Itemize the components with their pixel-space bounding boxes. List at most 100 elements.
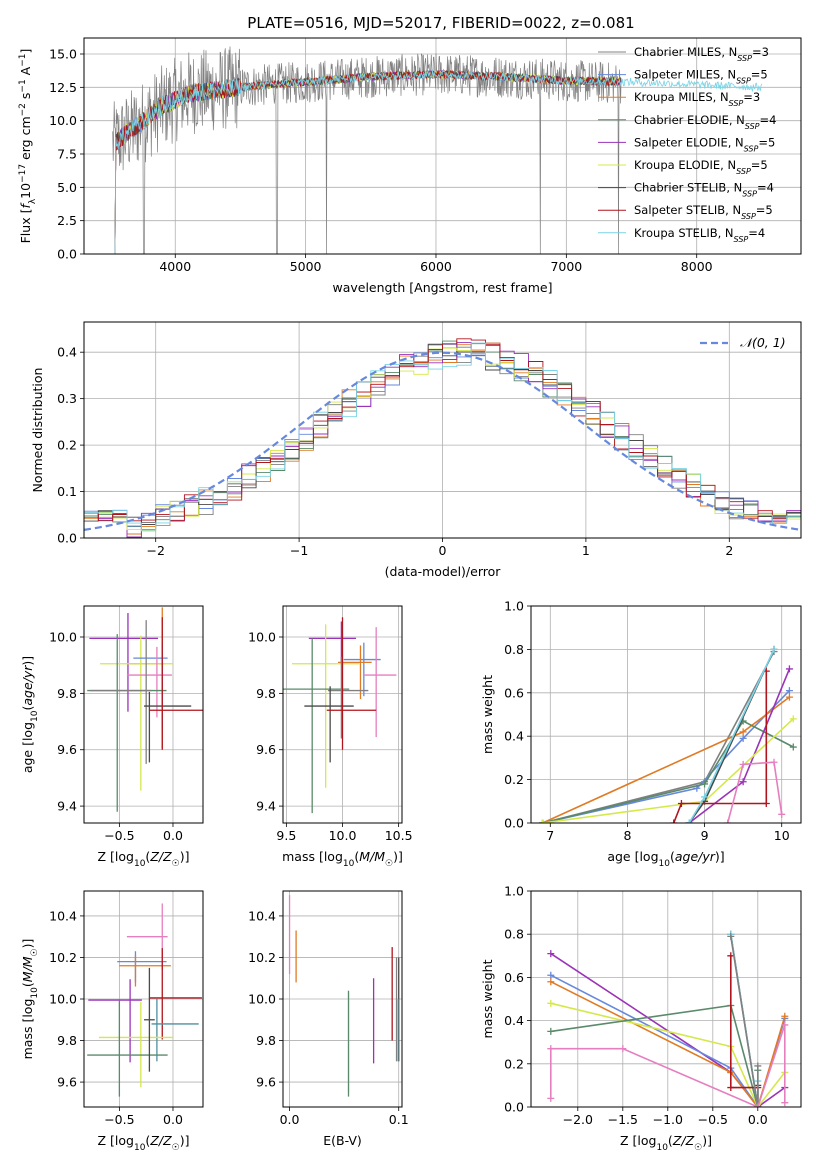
y-tick-label: 0.4 xyxy=(504,1013,524,1028)
axis-label-part: −2 xyxy=(18,103,28,116)
x-tick-label: 0 xyxy=(439,543,447,558)
x-tick-label: 0.1 xyxy=(389,1112,409,1127)
axis-label-part: 10 xyxy=(659,859,671,869)
axis-label-part: E(B-V) xyxy=(323,1133,362,1148)
axis-label-part: Z [log xyxy=(98,849,134,864)
axis-label-part: wavelength [Angstrom, rest frame] xyxy=(332,280,552,295)
y-tick-label: 0.1 xyxy=(57,484,77,499)
legend-label-sub: SSP xyxy=(745,121,760,130)
x-tick-label: 8000 xyxy=(681,259,713,274)
legend-label-name: Kroupa STELIB, N xyxy=(634,226,734,240)
axis-label-part: 10 xyxy=(18,183,33,199)
axis-label-part: Z/Z xyxy=(672,1133,695,1148)
axis-label-part: )] xyxy=(180,1133,190,1148)
x-tick-label: 0.0 xyxy=(280,1112,300,1127)
y-tick-label: 9.4 xyxy=(57,799,77,814)
legend-label-sub: SSP xyxy=(742,189,757,198)
x-tick-label: 9 xyxy=(701,828,709,843)
axis-label-part: ☉ xyxy=(172,859,180,869)
legend-label-sub: SSP xyxy=(729,99,744,108)
axis-label-part: 10 xyxy=(30,710,40,722)
y-tick-label: 10.0 xyxy=(49,992,77,1007)
y-tick-label: 5.0 xyxy=(57,180,77,195)
axis-label-part: ] xyxy=(18,49,33,54)
axis-label-part: )] xyxy=(702,1133,712,1148)
legend-label-value: =4 xyxy=(760,113,777,127)
y-tick-label: 10.4 xyxy=(248,908,276,923)
axis-label-part: Z [log xyxy=(620,1133,656,1148)
y-tick-label: 0.2 xyxy=(504,1056,524,1071)
y-tick-label: 0.6 xyxy=(504,685,524,700)
x-tick-label: −0.5 xyxy=(104,1112,134,1127)
y-tick-label: 0.2 xyxy=(504,772,524,787)
legend-label-name: Chabrier STELIB, N xyxy=(634,181,742,195)
axis-label-part: Normed distribution xyxy=(30,368,45,493)
legend-label-name: Salpeter STELIB, N xyxy=(634,203,741,217)
axis-label-part: age [log xyxy=(607,849,658,864)
axis-label-part: −1 xyxy=(18,53,28,66)
y-tick-label: 9.6 xyxy=(57,1075,77,1090)
axis-label-part: erg cm xyxy=(18,116,33,164)
axis-label-part: M/M xyxy=(20,956,35,982)
y-tick-label: 9.6 xyxy=(256,1075,276,1090)
y-tick-label: 0.2 xyxy=(57,438,77,453)
axis-label-part: 10 xyxy=(134,1143,146,1153)
x-tick-label: 10.5 xyxy=(385,828,413,843)
y-tick-label: 10.0 xyxy=(248,992,276,1007)
y-tick-label: 9.8 xyxy=(57,686,77,701)
x-tick-label: −0.5 xyxy=(698,1112,728,1127)
axis-label-part: A xyxy=(18,66,33,79)
axis-label-part: )] xyxy=(180,849,190,864)
axis-label-part: age/yr xyxy=(675,849,716,864)
y-tick-label: 0.0 xyxy=(57,531,77,546)
axis-label-part: −17 xyxy=(18,164,28,183)
legend-label: 𝒩(0, 1) xyxy=(740,335,786,350)
axis-label-part: )] xyxy=(20,939,35,949)
axis-label: (data-model)/error xyxy=(385,564,502,579)
y-tick-label: 1.0 xyxy=(504,599,524,614)
y-tick-label: 2.5 xyxy=(57,213,77,228)
y-tick-label: 0.0 xyxy=(504,816,524,831)
x-tick-label: −1.0 xyxy=(653,1112,683,1127)
axis-label-part: )] xyxy=(393,849,403,864)
y-tick-label: 0.0 xyxy=(57,247,77,262)
x-tick-label: 7 xyxy=(546,828,554,843)
legend-label-name: Salpeter MILES, N xyxy=(634,68,736,82)
legend-label-sub: SSP xyxy=(734,234,749,243)
y-tick-label: 10.0 xyxy=(49,113,77,128)
axis-label: mass weight xyxy=(480,959,495,1038)
x-tick-label: −0.5 xyxy=(104,828,134,843)
axis-label-part: 10 xyxy=(656,1143,668,1153)
axis-label-part: 10 xyxy=(134,859,146,869)
legend-label-value: =5 xyxy=(756,203,773,217)
x-tick-label: 4000 xyxy=(159,259,191,274)
y-tick-label: 7.5 xyxy=(57,147,77,162)
figure-title: PLATE=0516, MJD=52017, FIBERID=0022, z=0… xyxy=(247,14,634,32)
axis-label-part: mass weight xyxy=(480,959,495,1038)
legend-label-sub: SSP xyxy=(736,167,751,176)
axis-label-part: Z/Z xyxy=(149,849,172,864)
y-tick-label: 0.8 xyxy=(504,642,524,657)
y-tick-label: 10.0 xyxy=(49,630,77,645)
x-tick-label: 2 xyxy=(725,543,733,558)
axis-label-part: mass [log xyxy=(282,849,343,864)
x-tick-label: 7000 xyxy=(550,259,582,274)
x-tick-label: −2.0 xyxy=(563,1112,593,1127)
axis-label-part: M/M xyxy=(359,849,385,864)
legend-label-sub: SSP xyxy=(736,76,751,85)
axis-label-part: 10 xyxy=(343,859,355,869)
legend-label-name: Kroupa ELODIE, N xyxy=(634,158,736,172)
figure: PLATE=0516, MJD=52017, FIBERID=0022, z=0… xyxy=(0,0,819,1170)
x-tick-label: −2 xyxy=(146,543,164,558)
y-tick-label: 0.0 xyxy=(504,1100,524,1115)
axis-label-part: ☉ xyxy=(30,948,40,956)
y-tick-label: 0.8 xyxy=(504,927,524,942)
axis-label: Normed distribution xyxy=(30,368,45,493)
y-tick-label: 10.4 xyxy=(49,908,77,923)
axis-label-part: s xyxy=(18,93,33,104)
axis-label-part: )] xyxy=(20,656,35,666)
y-tick-label: 10.2 xyxy=(248,950,276,965)
axis-label-part: ☉ xyxy=(694,1143,702,1153)
x-tick-label: −1 xyxy=(290,543,308,558)
x-tick-label: 8 xyxy=(623,828,631,843)
